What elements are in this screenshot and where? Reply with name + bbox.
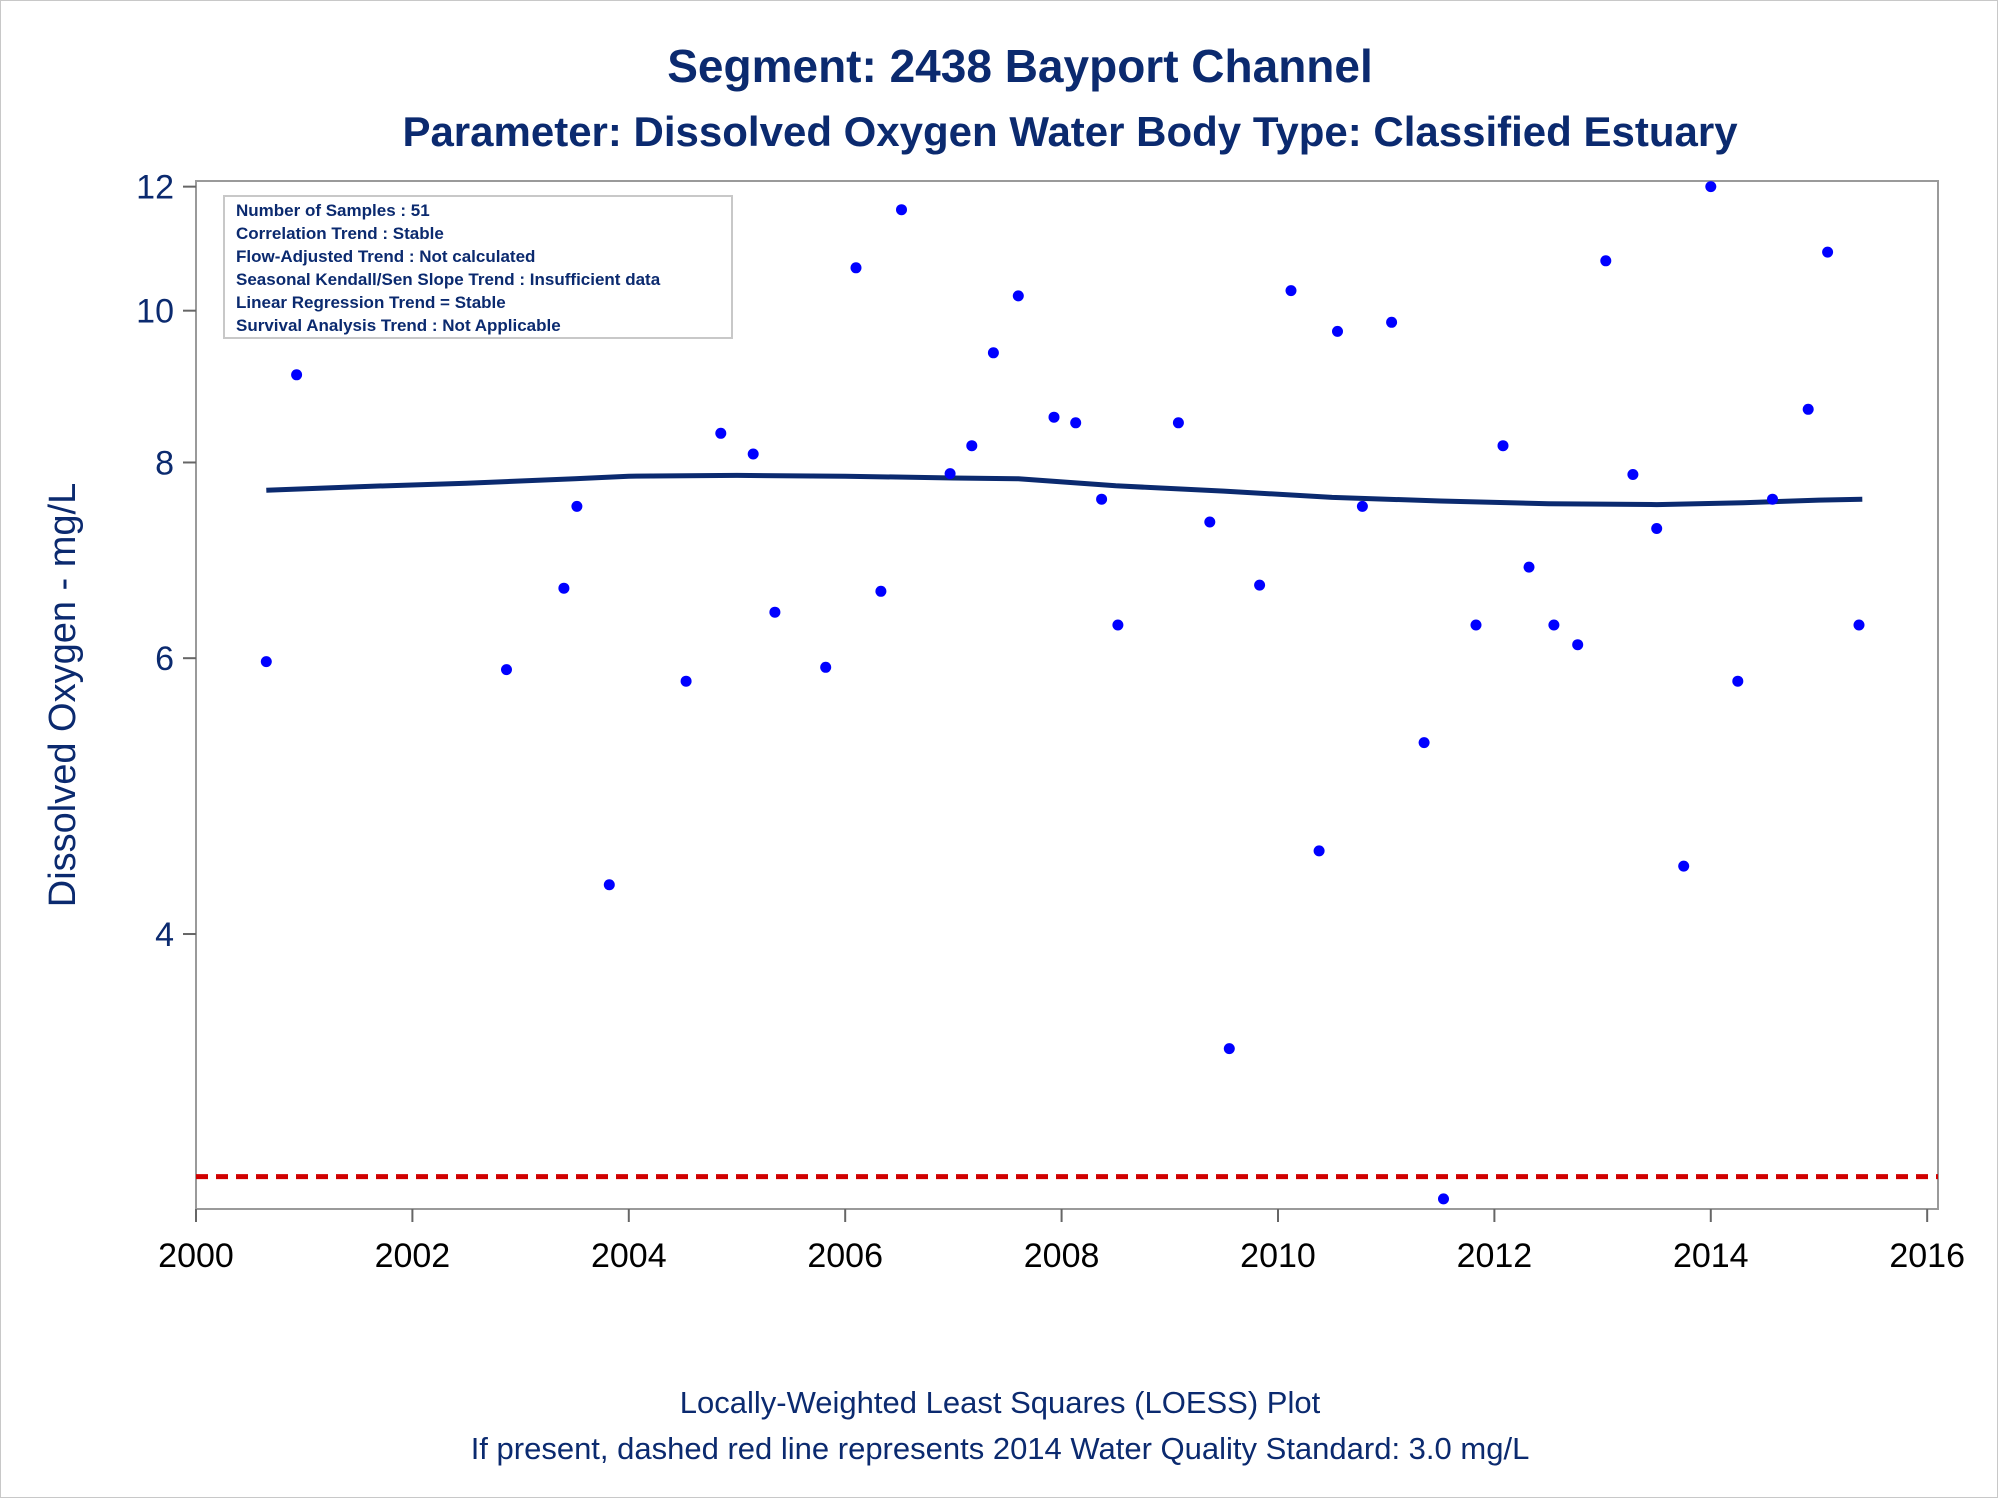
x-tick-label: 2016	[1889, 1237, 1965, 1275]
points-layer	[260, 181, 1865, 1205]
data-point	[1223, 1043, 1235, 1055]
data-point	[603, 879, 615, 891]
data-point	[1285, 285, 1297, 297]
stats-lines: Number of Samples : 51 Correlation Trend…	[236, 201, 661, 335]
y-tick-label: 12	[136, 169, 174, 207]
data-point	[680, 675, 692, 687]
data-point	[571, 500, 583, 512]
y-tick-label: 10	[136, 293, 174, 331]
data-point	[260, 656, 272, 668]
data-point	[1548, 619, 1560, 631]
chart-title: Segment: 2438 Bayport Channel	[667, 40, 1373, 92]
stats-line: Correlation Trend : Stable	[236, 224, 444, 243]
x-tick-label: 2006	[807, 1237, 883, 1275]
data-point	[715, 427, 727, 439]
data-point	[1204, 516, 1216, 528]
axis-layer: 2000 2002 2004 2006 2008 2010 2012 2014 2016 4 6 8 1…	[136, 169, 1965, 1275]
data-point	[944, 468, 956, 480]
stats-line: Survival Analysis Trend : Not Applicable	[236, 316, 561, 335]
x-tick-label: 2002	[375, 1237, 451, 1275]
stats-line: Linear Regression Trend = Stable	[236, 293, 506, 312]
data-point	[747, 448, 759, 460]
data-point	[987, 347, 999, 359]
stats-line: Flow-Adjusted Trend : Not calculated	[236, 247, 535, 266]
plot-area	[195, 180, 1939, 1210]
data-point	[1313, 845, 1325, 857]
data-point	[558, 582, 570, 594]
y-axis-label: Dissolved Oxygen - mg/L	[42, 483, 84, 908]
stats-line: Seasonal Kendall/Sen Slope Trend : Insuf…	[236, 270, 661, 289]
data-point	[1572, 639, 1584, 651]
x-tick-label: 2008	[1024, 1237, 1100, 1275]
data-point	[1096, 493, 1108, 505]
loess-layer	[266, 472, 1863, 508]
data-point	[1048, 411, 1060, 423]
stats-box	[223, 195, 733, 339]
chart-subtitle: Parameter: Dissolved Oxygen Water Body T…	[402, 108, 1738, 155]
data-point	[1012, 290, 1024, 302]
data-point	[1705, 181, 1717, 193]
x-tick-label: 2000	[158, 1237, 234, 1275]
data-point	[1732, 675, 1744, 687]
x-tick-label: 2014	[1673, 1237, 1749, 1275]
data-point	[1470, 619, 1482, 631]
data-point	[1070, 417, 1082, 429]
footnote-standard: If present, dashed red line represents 2…	[471, 1431, 1530, 1466]
data-point	[1853, 619, 1865, 631]
y-tick-label: 8	[155, 444, 174, 482]
data-point	[1356, 500, 1368, 512]
data-point	[1802, 403, 1814, 415]
data-point	[1767, 493, 1778, 505]
data-point	[1112, 619, 1124, 631]
data-point	[1254, 579, 1266, 591]
data-point	[896, 204, 907, 216]
y-tick-label: 4	[155, 916, 174, 954]
data-point	[1418, 737, 1430, 749]
x-tick-label: 2012	[1457, 1237, 1533, 1275]
data-point	[291, 369, 303, 381]
data-point	[1386, 316, 1398, 328]
data-point	[1600, 255, 1612, 267]
footnote-loess: Locally-Weighted Least Squares (LOESS) P…	[680, 1385, 1321, 1420]
x-tick-label: 2010	[1240, 1237, 1316, 1275]
data-point	[1497, 440, 1509, 452]
data-point	[875, 585, 887, 597]
stats-line: Number of Samples : 51	[236, 201, 430, 220]
data-point	[850, 262, 862, 274]
data-point	[1438, 1193, 1449, 1205]
data-point	[820, 661, 832, 673]
data-point	[1651, 523, 1663, 534]
data-point	[1523, 561, 1535, 573]
data-point	[1172, 417, 1184, 429]
loess-line	[266, 472, 1863, 508]
data-point	[1678, 860, 1690, 872]
y-tick-label: 6	[155, 640, 174, 678]
x-tick-label: 2004	[591, 1237, 667, 1275]
data-point	[1822, 246, 1834, 258]
data-point	[1627, 469, 1639, 480]
data-point	[769, 606, 781, 618]
data-point	[501, 664, 512, 676]
data-point	[1332, 325, 1343, 337]
data-point	[966, 440, 978, 452]
